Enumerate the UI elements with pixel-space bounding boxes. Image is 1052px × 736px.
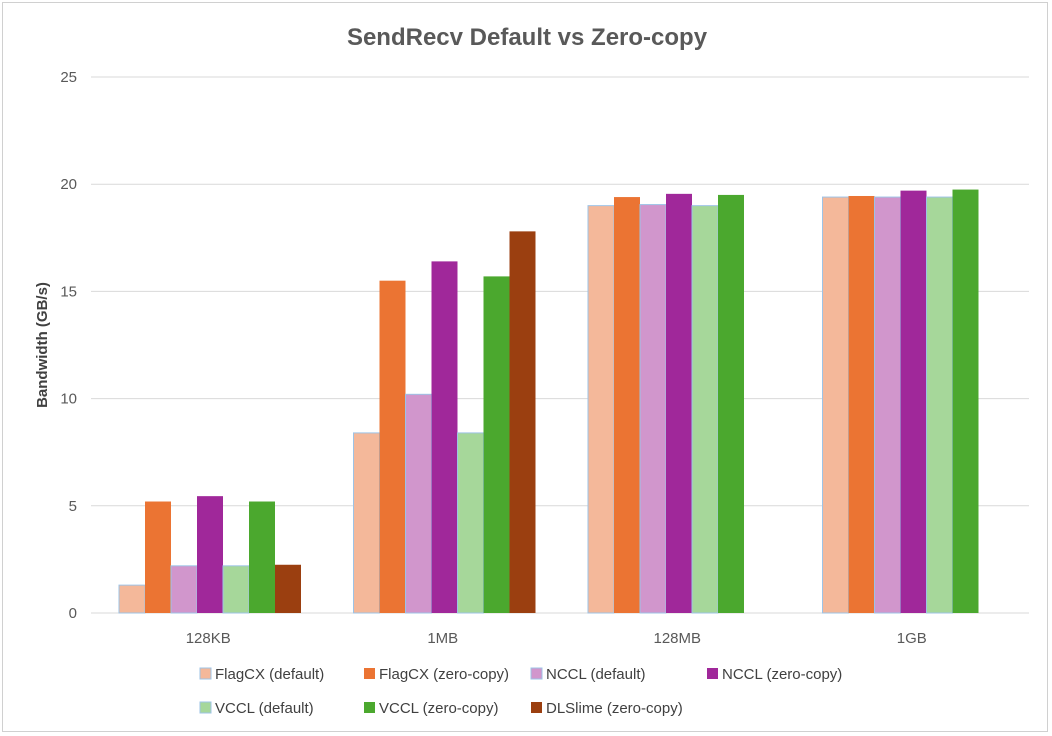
bar-128KB-vccl-zero-copy- — [249, 501, 275, 613]
bar-1MB-dlslime-zero-copy- — [509, 231, 536, 614]
y-tick-label: 5 — [69, 498, 77, 515]
bar-128KB-flagcx-zero-copy- — [145, 501, 171, 613]
bar-1GB-nccl-default- — [874, 196, 901, 614]
y-tick-label: 20 — [60, 176, 77, 193]
legend-swatch — [199, 667, 212, 680]
y-tick-label: 25 — [60, 69, 77, 86]
legend-label: FlagCX (default) — [215, 666, 324, 683]
bar-1MB-flagcx-default- — [353, 432, 380, 614]
bar-128MB-vccl-default- — [691, 205, 719, 614]
legend-swatch — [530, 667, 543, 680]
bar-1MB-vccl-default- — [457, 432, 484, 614]
legend-label: VCCL (default) — [215, 700, 314, 717]
legend-item: VCCL (zero-copy) — [364, 700, 498, 717]
bar-chart: SendRecv Default vs Zero-copy Bandwidth … — [34, 24, 1029, 717]
bar-128KB-flagcx-default- — [118, 584, 146, 614]
bar-1MB-flagcx-zero-copy- — [379, 280, 406, 613]
bar-1GB-vccl-zero-copy- — [952, 189, 979, 613]
legend-label: FlagCX (zero-copy) — [379, 666, 509, 683]
legend-item: FlagCX (zero-copy) — [364, 666, 509, 683]
chart-title: SendRecv Default vs Zero-copy — [347, 24, 708, 51]
y-tick-label: 10 — [60, 391, 77, 408]
bar-1GB-flagcx-zero-copy- — [848, 195, 875, 613]
bar-1GB-nccl-zero-copy- — [900, 190, 927, 613]
bar-128KB-nccl-default- — [170, 565, 198, 614]
legend-swatch — [707, 668, 718, 679]
x-tick-label: 1MB — [427, 630, 458, 647]
legend-swatch — [531, 702, 542, 713]
bar-128MB-flagcx-default- — [587, 205, 615, 614]
bar-128MB-vccl-zero-copy- — [718, 194, 744, 614]
y-axis-ticks: 0 5 10 15 20 25 — [60, 69, 77, 622]
bar-128MB-flagcx-zero-copy- — [614, 197, 640, 613]
bar-128KB-dlslime-zero-copy- — [275, 564, 301, 613]
legend-item: DLSlime (zero-copy) — [531, 700, 683, 717]
x-tick-label: 128KB — [186, 630, 231, 647]
bar-128KB-nccl-zero-copy- — [197, 496, 223, 613]
x-axis-ticks: 128KB 1MB 128MB 1GB — [186, 630, 927, 647]
legend-item: NCCL (zero-copy) — [707, 666, 842, 683]
legend: FlagCX (default) FlagCX (zero-copy) NCCL (… — [199, 666, 842, 717]
y-tick-label: 15 — [60, 283, 77, 300]
bar-1MB-nccl-zero-copy- — [431, 261, 458, 613]
bar-1MB-nccl-default- — [405, 393, 432, 614]
bar-128MB-nccl-zero-copy- — [666, 193, 692, 613]
legend-label: VCCL (zero-copy) — [379, 700, 498, 717]
legend-swatch — [364, 702, 375, 713]
legend-swatch — [199, 701, 212, 714]
bar-128KB-vccl-default- — [222, 565, 250, 614]
bar-1GB-vccl-default- — [926, 196, 953, 614]
legend-label: NCCL (default) — [546, 666, 645, 683]
bar-1MB-vccl-zero-copy- — [483, 276, 510, 613]
bar-1GB-flagcx-default- — [822, 196, 849, 614]
bar-128MB-nccl-default- — [639, 204, 667, 614]
legend-item: NCCL (default) — [530, 666, 645, 683]
legend-label: NCCL (zero-copy) — [722, 666, 842, 683]
bars — [118, 189, 979, 614]
legend-label: DLSlime (zero-copy) — [546, 700, 683, 717]
y-tick-label: 0 — [69, 605, 77, 622]
x-tick-label: 128MB — [653, 630, 701, 647]
y-axis-label: Bandwidth (GB/s) — [34, 282, 51, 408]
legend-swatch — [364, 668, 375, 679]
legend-item: FlagCX (default) — [199, 666, 324, 683]
legend-item: VCCL (default) — [199, 700, 314, 717]
x-tick-label: 1GB — [897, 630, 927, 647]
